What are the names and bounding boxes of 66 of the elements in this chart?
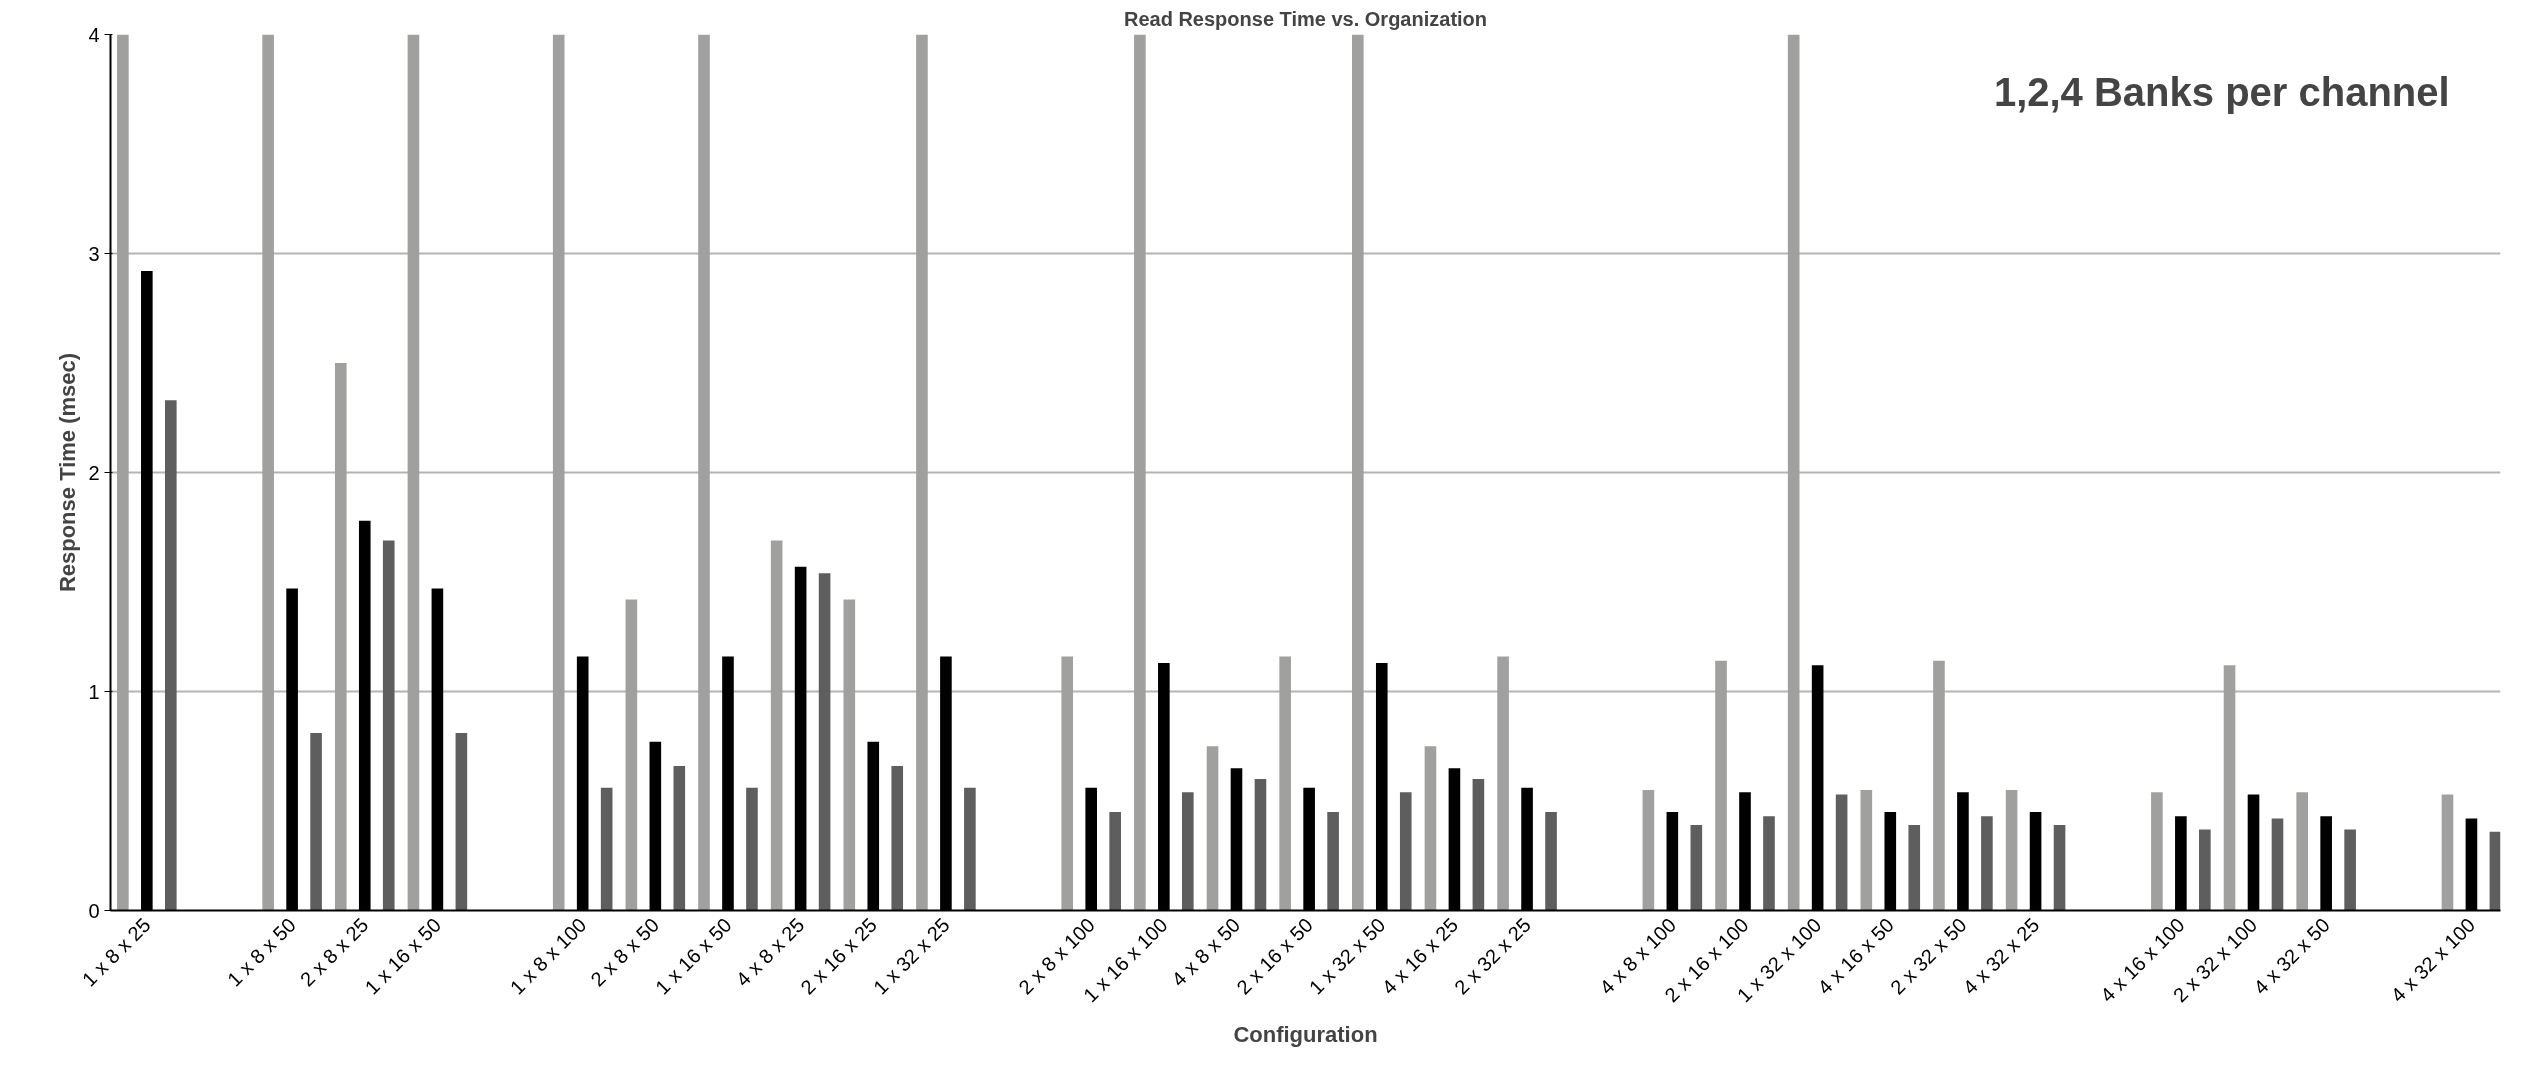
bar: [600, 787, 613, 911]
y-tick-label: 1: [88, 680, 100, 703]
bar: [1545, 811, 1557, 911]
bar: [2199, 829, 2211, 911]
x-tick-label: 4 x 32 x 100: [2386, 913, 2480, 1007]
bar: [1763, 816, 1775, 911]
bar: [1351, 34, 1364, 911]
bar: [698, 34, 710, 911]
chart-title: Read Response Time vs. Organization: [1123, 7, 1488, 30]
bar: [1933, 660, 1945, 911]
x-tick-label: 1 x 8 x 100: [505, 913, 591, 999]
bar: [1787, 34, 1800, 911]
y-axis-title: Response Time (msec): [55, 352, 81, 593]
bar: [625, 599, 638, 911]
bar: [2441, 794, 2454, 911]
x-axis-title: Configuration: [1233, 1022, 1378, 1048]
bar: [1424, 746, 1437, 911]
bar: [164, 400, 177, 911]
bar: [382, 540, 395, 911]
bar: [1690, 825, 1703, 911]
bar: [964, 787, 976, 911]
bar: [1279, 656, 1291, 911]
bar: [746, 787, 758, 911]
bar: [2005, 790, 2018, 911]
bar: [2151, 792, 2163, 911]
bar: [2489, 831, 2501, 911]
bar: [1109, 811, 1121, 911]
y-tick-label: 4: [88, 23, 100, 46]
bar: [1254, 779, 1267, 911]
bar: [1981, 816, 1993, 911]
y-tick-label: 3: [88, 242, 100, 265]
bar: [1908, 825, 1921, 911]
bar: [2271, 818, 2284, 911]
bar: [673, 765, 686, 911]
bar: [1182, 792, 1194, 911]
x-tick-label: 1 x 8 x 50: [223, 913, 300, 991]
bar: [818, 573, 831, 911]
bar: [1327, 811, 1339, 911]
bar: [310, 733, 322, 911]
bar: [770, 540, 783, 911]
bar: [1061, 656, 1074, 911]
bar: [1399, 792, 1412, 911]
bar: [916, 34, 928, 911]
bar: [2053, 825, 2066, 911]
bar: [2296, 792, 2308, 911]
bar: [1835, 794, 1848, 911]
bar: [552, 34, 565, 911]
bar: [334, 363, 347, 911]
bar: [2344, 829, 2356, 911]
bar: [455, 733, 468, 911]
bar: [1206, 746, 1219, 911]
bar: [1642, 790, 1655, 911]
bar: [1715, 660, 1727, 911]
bar: [1134, 34, 1146, 911]
bar: [407, 34, 420, 911]
bar: [1497, 656, 1509, 911]
bar: [2223, 665, 2236, 911]
annotation: 1,2,4 Banks per channel: [1993, 69, 2450, 114]
bar: [262, 34, 274, 911]
y-tick-label: 0: [88, 899, 100, 922]
bar: [117, 34, 129, 911]
bar: [1860, 790, 1873, 911]
bar: [1472, 779, 1485, 911]
bar: [891, 765, 904, 911]
bar: [843, 599, 856, 911]
y-tick-label: 2: [88, 461, 100, 484]
